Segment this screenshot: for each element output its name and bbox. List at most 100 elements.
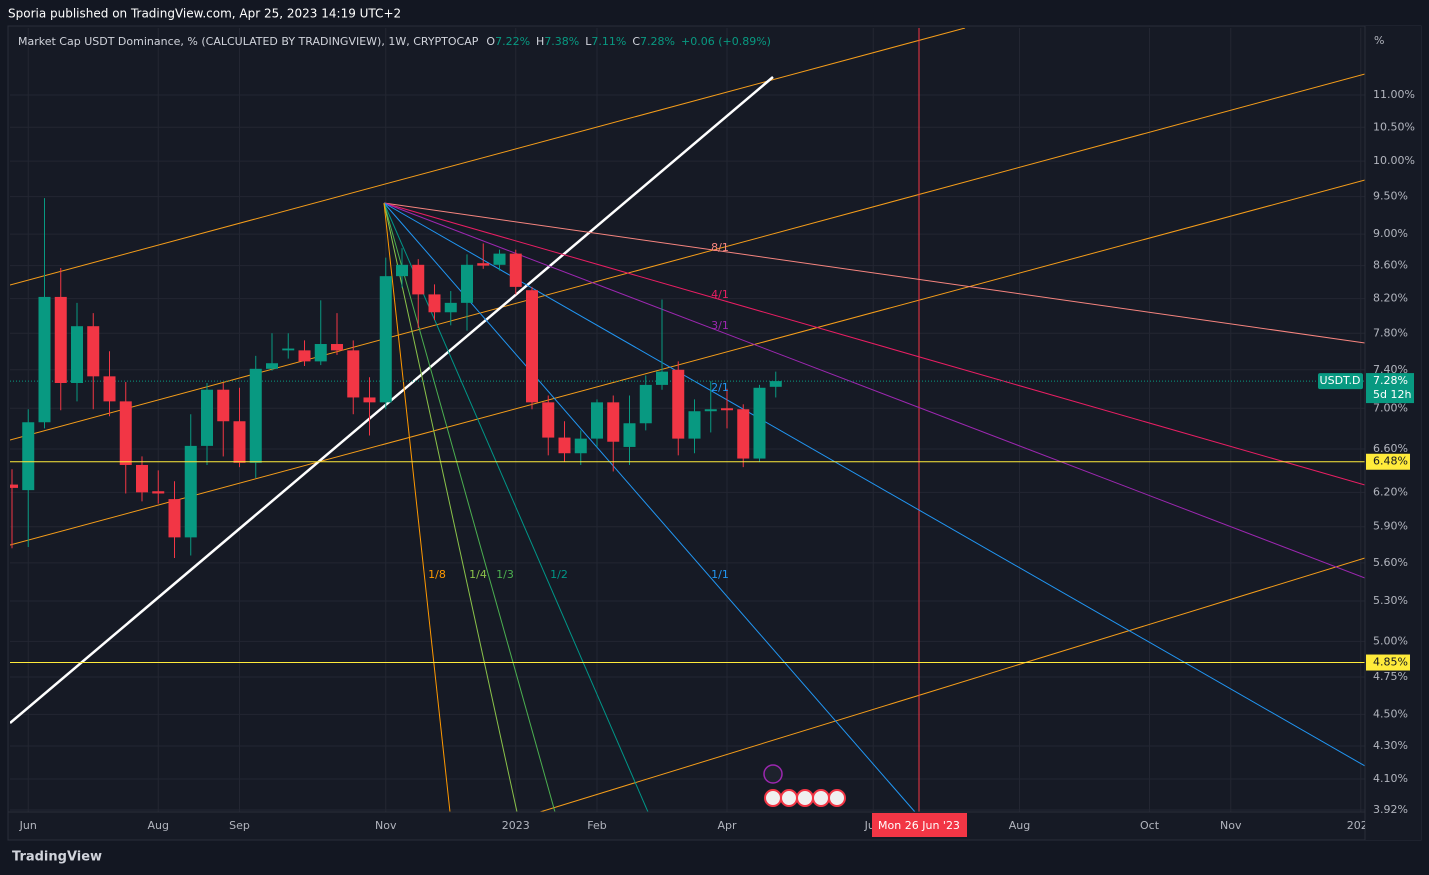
x-tick-label: 2023 [502, 819, 530, 832]
candle-body [623, 423, 636, 447]
candle-body [184, 445, 197, 538]
fan-line [383, 202, 518, 812]
event-icon [764, 789, 782, 807]
candle-body [721, 408, 733, 411]
candle-body [607, 402, 620, 442]
countdown-label: 5d 12h [1373, 388, 1411, 401]
candle-body [656, 371, 668, 385]
change-value: +0.06 (+0.89%) [681, 35, 771, 48]
price-label-box [1366, 654, 1410, 671]
candle-body [769, 381, 782, 387]
symbol-box [1318, 373, 1363, 390]
high-value: 7.38% [544, 35, 579, 48]
candle-body [331, 344, 343, 351]
fan-label: 4/1 [711, 288, 729, 301]
fan-label: 1/3 [496, 568, 514, 581]
channel-line [10, 28, 966, 286]
x-tick-label: 2024 [1347, 819, 1375, 832]
x-tick-label: Aug [148, 819, 169, 832]
fan-line [383, 202, 916, 812]
y-tick-label: 7.00% [1373, 401, 1408, 414]
candle-body [314, 344, 327, 362]
drawings [10, 28, 1365, 812]
fan-line [383, 202, 1365, 344]
candle-body [136, 464, 148, 493]
last-price-label: 7.28% [1373, 374, 1408, 387]
fan-label: 1/8 [428, 568, 446, 581]
event-icon [780, 789, 798, 807]
fan-label: 2/1 [711, 381, 729, 394]
candle-body [558, 437, 571, 454]
candle-body [10, 484, 18, 488]
logo: TradingView [12, 850, 102, 865]
event-icon [812, 789, 830, 807]
candles [10, 198, 782, 558]
y-tick-label: 8.60% [1373, 259, 1408, 272]
candle-body [412, 264, 425, 295]
price-label: 6.48% [1373, 455, 1408, 468]
fan-label: 1/4 [469, 568, 487, 581]
candle-body [347, 350, 360, 398]
candle-body [54, 296, 67, 383]
candle-body [152, 491, 165, 494]
y-tick-label: 5.30% [1373, 594, 1408, 607]
fan-label: 8/1 [711, 241, 729, 254]
candle-body [688, 411, 701, 439]
fan-line [383, 202, 1365, 486]
event-icon [828, 789, 846, 807]
candle-body [282, 348, 295, 351]
candle-body [444, 302, 457, 313]
price-axis [1365, 26, 1421, 840]
chart-panel [7, 25, 1422, 841]
candle-body [737, 409, 750, 459]
candle-body [71, 326, 83, 383]
candle-body [526, 290, 538, 403]
candle-body [704, 409, 717, 412]
y-tick-label: 10.00% [1373, 154, 1415, 167]
y-tick-label: 6.20% [1373, 485, 1408, 498]
x-tick-label: Oct [1140, 819, 1160, 832]
y-tick-label: 4.75% [1373, 670, 1408, 683]
y-tick-label: 4.30% [1373, 739, 1408, 752]
low-value: 7.11% [591, 35, 626, 48]
y-tick-label: 9.00% [1373, 227, 1408, 240]
y-tick-label: 8.20% [1373, 292, 1408, 305]
overlays: 8/1 4/1 3/1 2/1 1/1 1/2 1/3 1/4 1/8 [10, 241, 1365, 664]
x-tick-label: Jun [19, 819, 37, 832]
candle-body [493, 253, 506, 265]
event-icon [796, 789, 814, 807]
x-tick-label: Sep [229, 819, 250, 832]
axes: 11.00% 10.50% 10.00% 9.50% 9.00% 8.60% 8.20% 7.… [19, 88, 1415, 837]
channel-line [10, 179, 1365, 546]
candle-body [201, 389, 213, 446]
candle-body [509, 253, 522, 287]
date-marker-box [872, 813, 967, 837]
fan-label: 3/1 [711, 319, 729, 332]
x-tick-label: Aug [1009, 819, 1030, 832]
candle-body [639, 384, 652, 424]
fan-line [383, 202, 451, 812]
candle-body [363, 397, 376, 403]
y-tick-label: 11.00% [1373, 88, 1415, 101]
price-label-box [1366, 453, 1410, 470]
candle-body [298, 350, 311, 362]
series-title: Market Cap USDT Dominance, % (CALCULATED… [18, 35, 479, 48]
candle-body [103, 376, 116, 402]
price-label: 4.85% [1373, 656, 1408, 669]
candle-body [574, 438, 587, 454]
fan-line [383, 202, 1365, 767]
close-value: 7.28% [640, 35, 675, 48]
y-tick-label: 7.80% [1373, 326, 1408, 339]
y-tick-label: 3.92% [1373, 803, 1408, 816]
candle-body [22, 422, 35, 491]
event-icons [763, 764, 846, 807]
low-label: L [585, 35, 592, 48]
date-marker-label: Mon 26 Jun '23 [878, 819, 960, 832]
y-tick-label: 10.50% [1373, 120, 1415, 133]
y-tick-label: 6.60% [1373, 442, 1408, 455]
candle-body [396, 264, 408, 277]
legend-header: Market Cap USDT Dominance, % (CALCULATED… [18, 35, 771, 48]
axis-unit: % [1374, 34, 1384, 47]
